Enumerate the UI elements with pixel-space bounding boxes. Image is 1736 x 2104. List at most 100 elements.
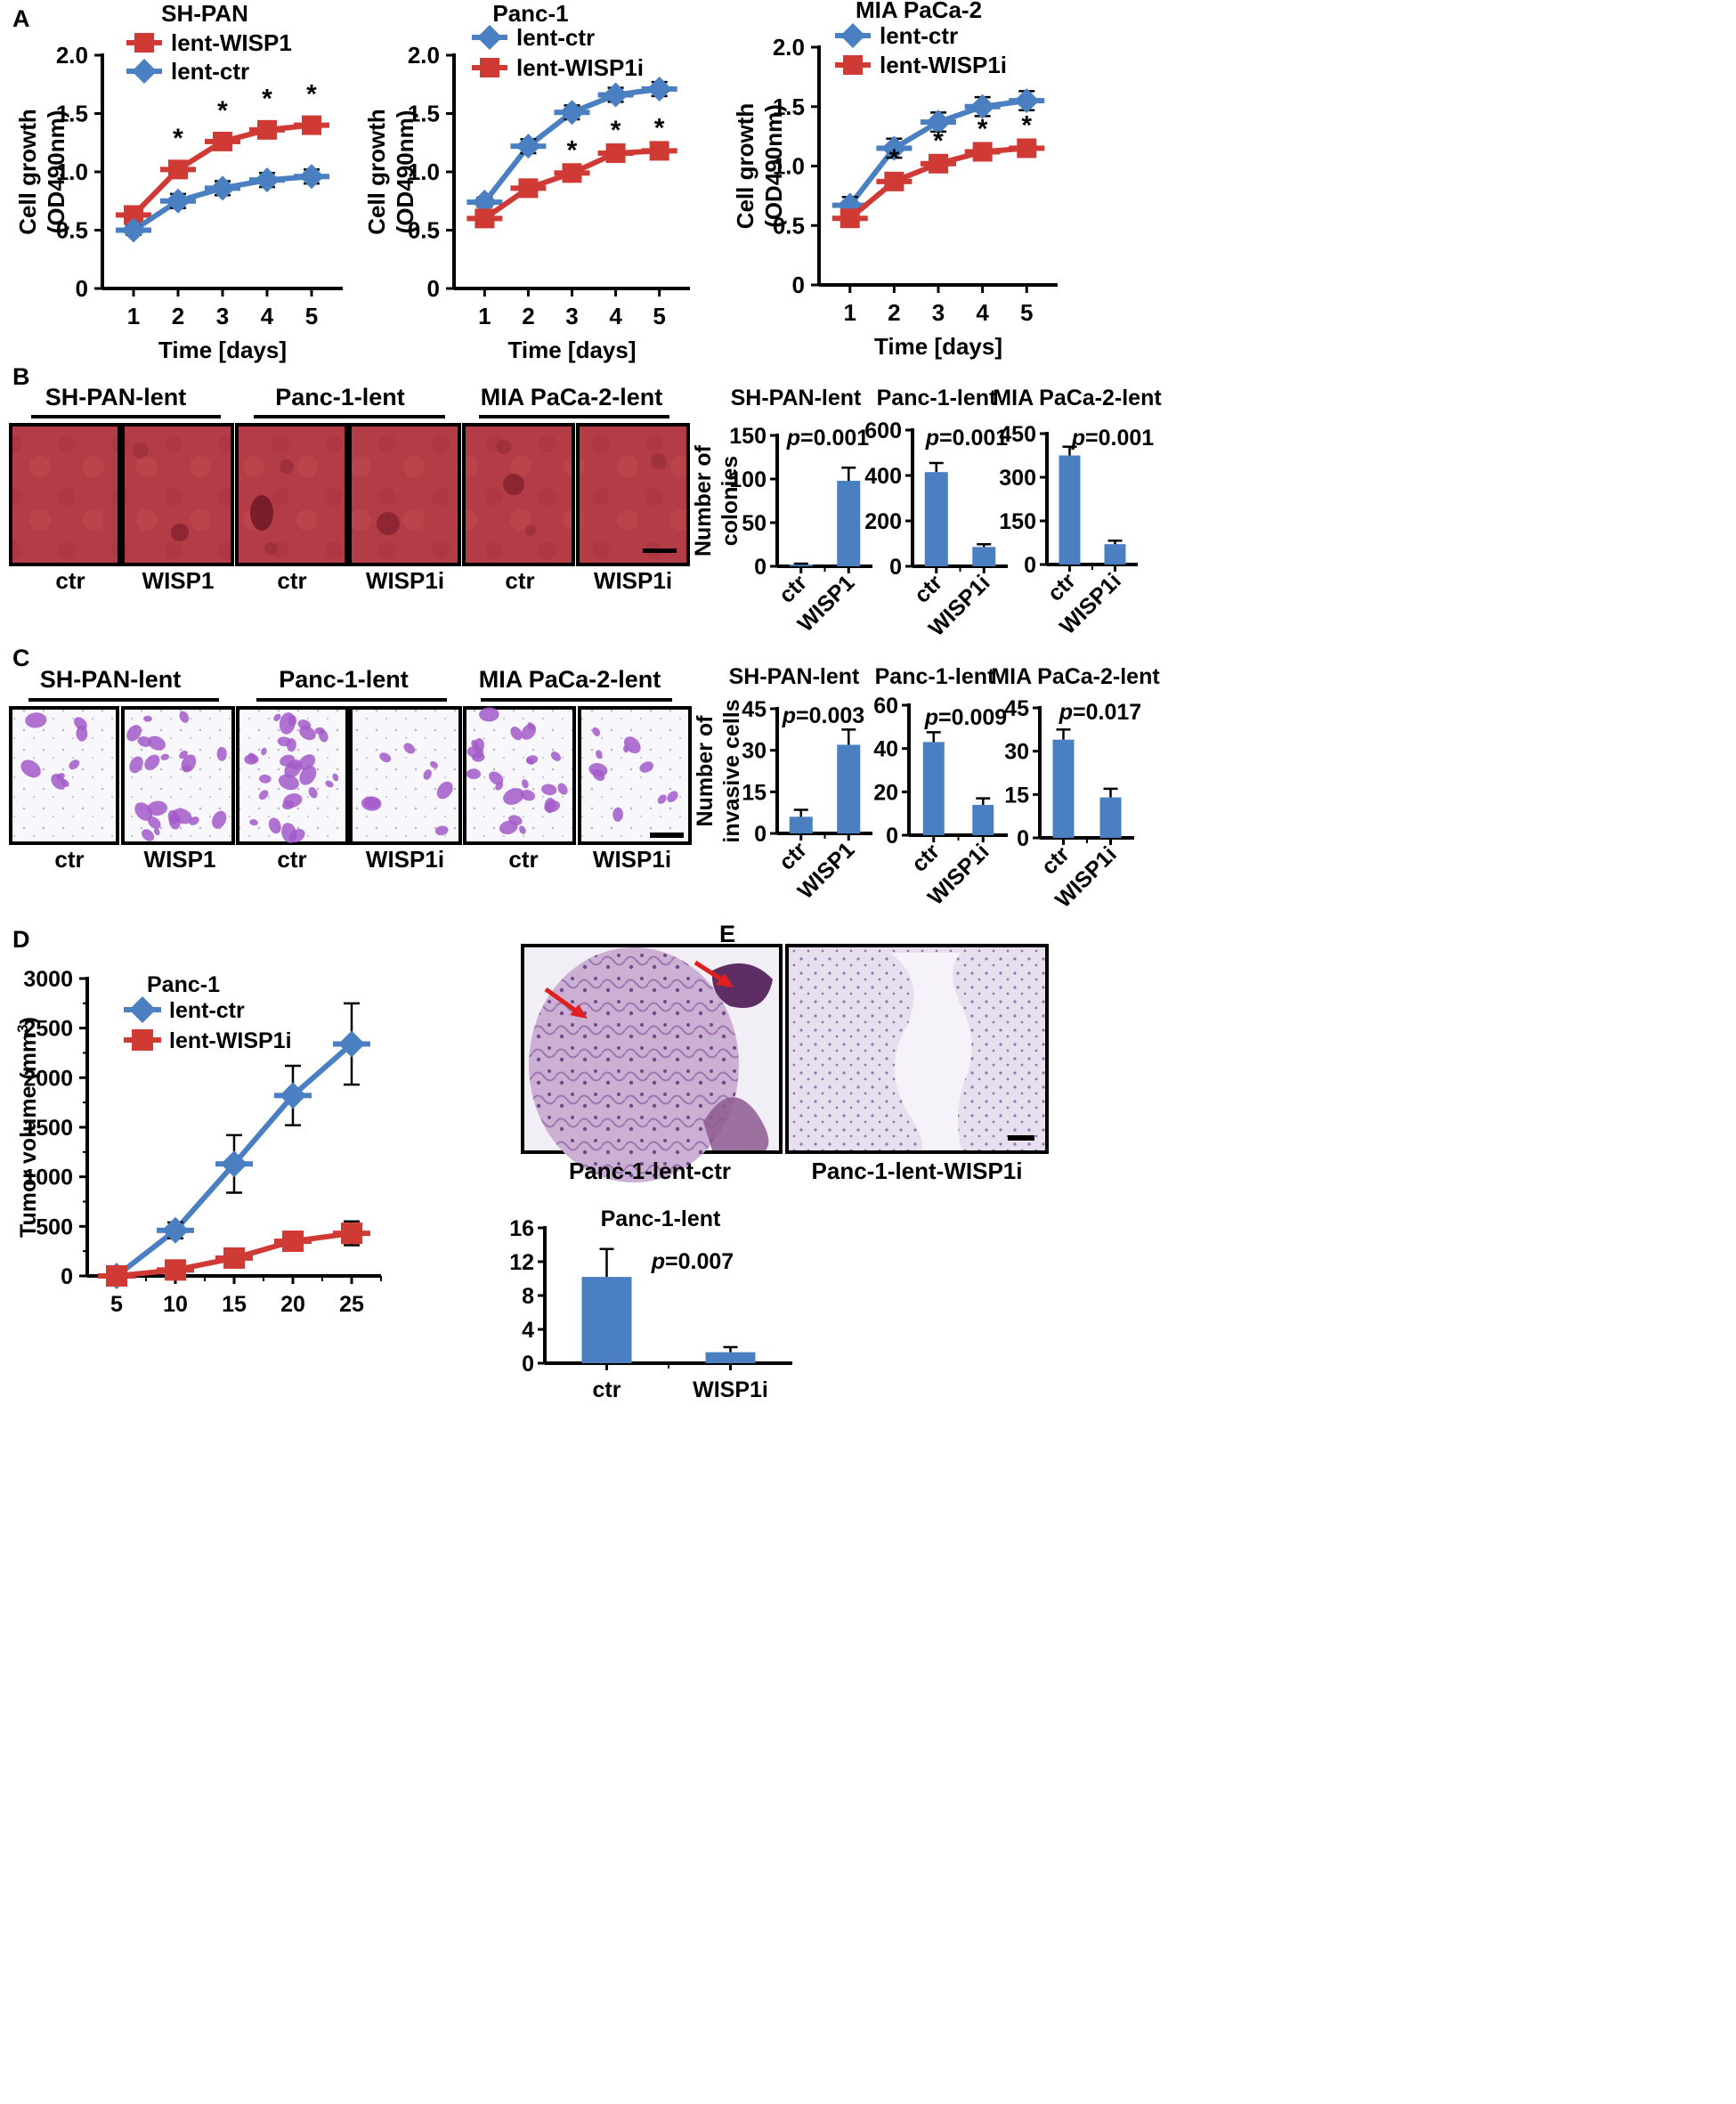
y-tick-label: 0 [76, 275, 88, 302]
y-tick-label: 15 [1004, 783, 1029, 808]
invasive-cell [550, 751, 561, 761]
y-axis-label-text: Tumor volume (mm3) [14, 1017, 42, 1238]
invasive-cell [557, 783, 568, 795]
colony [250, 495, 273, 531]
data-point-lent-WISP1i-stroke [333, 1231, 370, 1237]
data-point-lent-WISP1-stroke [249, 126, 285, 133]
x-tick-label: 2 [522, 303, 534, 329]
y-tick-label: 3000 [23, 967, 73, 992]
b-micrograph-sh-pan-ctr [9, 423, 121, 566]
invasive-cell [596, 750, 603, 760]
significance-star: * [173, 124, 183, 153]
red-arrow [544, 987, 579, 1014]
chart-title: Panc-1-lent [601, 1206, 721, 1231]
data-point-lent-ctr-stroke [160, 198, 196, 204]
bar-WISP1i [972, 804, 994, 835]
invasive-cell [259, 774, 272, 784]
data-point-lent-ctr-stroke [274, 1093, 312, 1099]
p-value: p=0.017 [1059, 700, 1141, 725]
data-point-lent-ctr-stroke [294, 174, 329, 180]
invasive-cell [20, 760, 41, 778]
data-point-lent-ctr-stroke [831, 202, 868, 208]
y-tick-label: 400 [864, 464, 902, 489]
colony [377, 512, 400, 535]
colony [171, 524, 189, 541]
y-axis-label-line: Number of [693, 715, 718, 827]
y-tick-label: 30 [1004, 740, 1029, 765]
p-value: p=0.001 [1071, 426, 1155, 451]
colony [525, 525, 536, 536]
legend-marker-stroke [472, 65, 507, 70]
legend-marker-stroke [126, 40, 162, 45]
scale-bar [650, 833, 684, 838]
colony [280, 459, 294, 474]
b-image-label: ctr [505, 567, 534, 594]
invasive-cell [25, 712, 47, 728]
invasive-cell [379, 752, 392, 763]
p-value: p=0.007 [651, 1249, 734, 1274]
y-axis-label: Number of colonies [691, 444, 742, 556]
invasive-cell [298, 754, 316, 770]
y-tick-label: 100 [729, 467, 767, 492]
bar-WISP1i [1099, 797, 1122, 838]
bar-ctr [789, 565, 813, 566]
y-tick-label: 30 [742, 739, 767, 764]
invasive-cell [332, 773, 339, 782]
x-axis-label: Time [days] [507, 337, 636, 363]
c-image-label: WISP1i [366, 846, 444, 873]
data-point-lent-WISP1i-stroke [876, 178, 913, 184]
y-axis-label-line: invasive cells [719, 699, 744, 842]
invasive-cell [299, 726, 316, 741]
b-group-title-panc1: Panc-1-lent [275, 384, 405, 410]
significance-star: * [889, 144, 900, 174]
y-axis-label-line: Cell growth [363, 109, 390, 235]
invasive-cell [592, 727, 601, 736]
y-tick-label: 16 [509, 1216, 534, 1241]
invasive-cell [544, 800, 561, 813]
chart-title: Panc-1-lent [875, 664, 995, 689]
invasive-cell [588, 762, 608, 777]
y-tick-label: 2.0 [56, 42, 88, 69]
b-micrograph-mia-ctr [462, 423, 575, 566]
invasive-cell [179, 711, 190, 723]
invasive-cell [283, 793, 303, 808]
invasive-cell [519, 825, 526, 834]
invasive-cell [126, 725, 142, 742]
x-tick-label: WISP1i [693, 1377, 768, 1402]
x-tick-label: ctr [775, 837, 813, 875]
y-tick-label: 0 [754, 555, 767, 580]
b-image-label: WISP1i [594, 567, 672, 594]
y-tick-label: 0 [61, 1264, 73, 1289]
panel-label-d: D [12, 926, 30, 953]
b-image-label: WISP1 [142, 567, 215, 594]
bar-WISP1i [705, 1352, 756, 1363]
data-point-lent-ctr-stroke [157, 1227, 194, 1233]
y-tick-label: 1.0 [56, 158, 88, 185]
x-tick-label: 5 [653, 303, 665, 329]
invasive-cell [129, 756, 143, 774]
data-point-lent-WISP1i-stroke [215, 1255, 253, 1261]
bar-ctr [1059, 455, 1081, 565]
invasive-cell [137, 735, 152, 747]
panel-label-b: B [12, 363, 30, 390]
invasive-cell [612, 807, 623, 822]
invasive-cell [183, 765, 192, 772]
significance-star: * [611, 116, 621, 145]
x-tick-label: 15 [222, 1292, 247, 1317]
invasive-cell [148, 735, 166, 751]
legend-label: lent-ctr [880, 22, 958, 49]
p-value: p=0.009 [924, 705, 1007, 730]
invasive-cell [268, 817, 281, 834]
y-axis-label-line: Cell growth [14, 109, 41, 235]
invasive-cell [154, 827, 160, 836]
data-point-lent-ctr-stroke [921, 119, 956, 126]
chart-title: MIA PaCa-2-lent [993, 386, 1162, 410]
y-tick-label: 2.0 [408, 42, 440, 69]
data-point-lent-ctr-stroke [964, 103, 1001, 110]
x-tick-label: 4 [261, 303, 274, 329]
y-axis-label: Cell growth (OD490nm) [732, 103, 787, 230]
panel-label-e: E [719, 921, 735, 947]
bar-WISP1i [1104, 544, 1126, 565]
data-point-lent-ctr-stroke [205, 185, 240, 191]
